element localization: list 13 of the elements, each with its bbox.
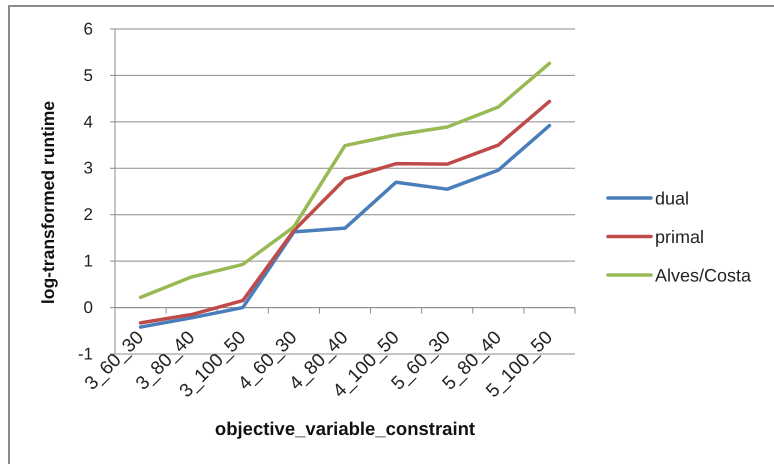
- y-tick-label: 4: [84, 112, 93, 132]
- legend-label: dual: [655, 188, 690, 208]
- y-tick-label: 5: [84, 66, 93, 85]
- y-tick-label: 0: [84, 298, 93, 318]
- y-tick-label: 1: [84, 252, 93, 271]
- y-tick-label: 3: [84, 158, 93, 178]
- legend-label: Alves/Costa: [655, 266, 752, 286]
- y-tick-label: 2: [84, 205, 93, 224]
- legend-label: primal: [655, 227, 704, 247]
- line-series: [138, 62, 552, 300]
- x-axis-title: objective_variable_constraint: [214, 418, 476, 439]
- y-axis-title: log-transformed runtime: [38, 100, 58, 304]
- y-tick-label: 6: [84, 19, 93, 38]
